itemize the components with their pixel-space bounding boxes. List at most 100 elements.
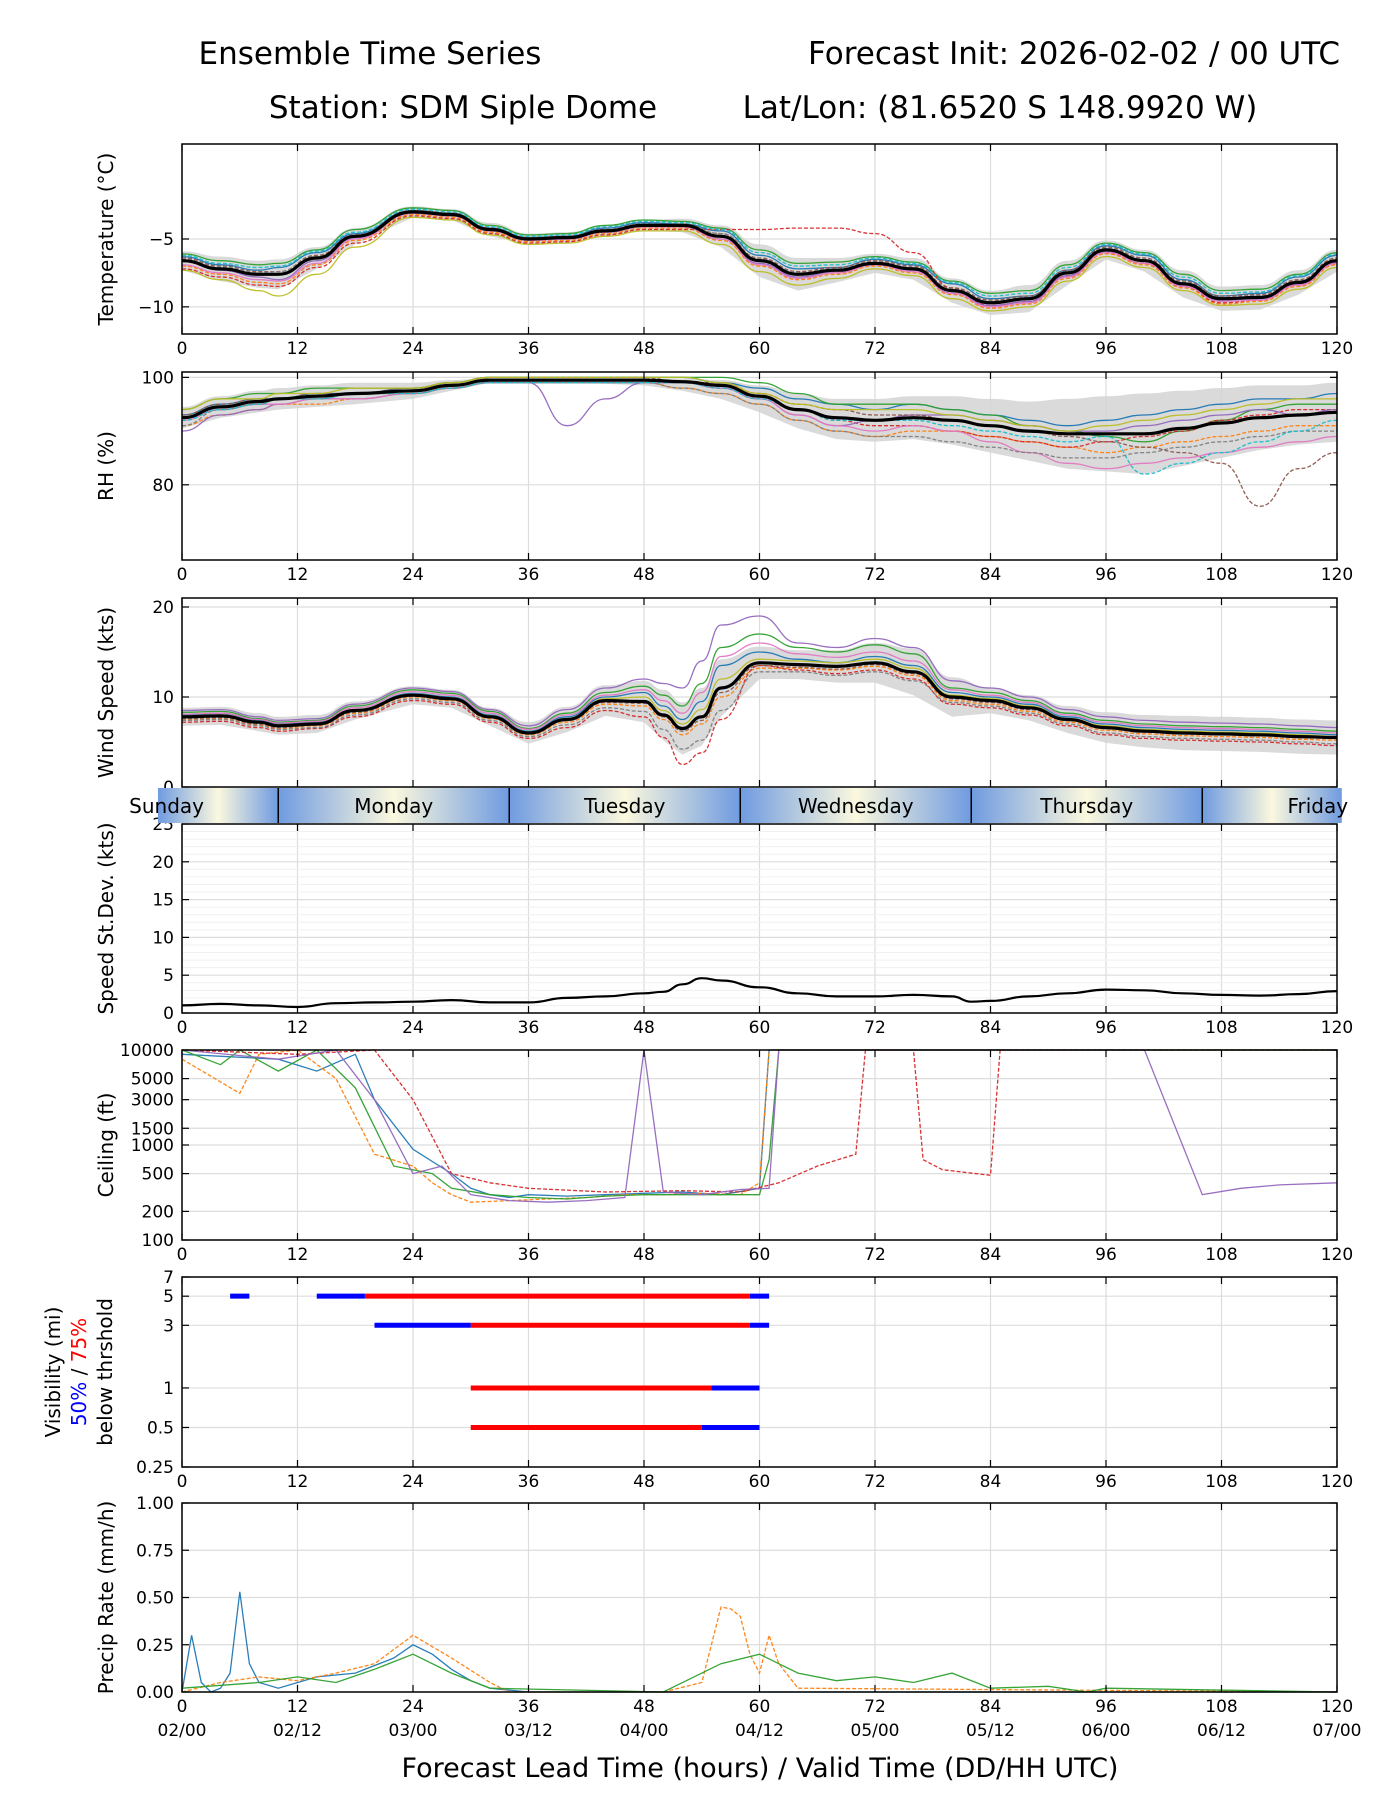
y-tick-label: 7 <box>163 1268 174 1288</box>
y-tick-label: 20 <box>152 598 174 618</box>
day-label: Monday <box>354 794 433 818</box>
x-tick-label: 96 <box>1095 339 1117 359</box>
y-tick-label: 500 <box>142 1165 174 1185</box>
y-tick-label: 3000 <box>131 1091 174 1111</box>
x-tick-label: 36 <box>518 1697 540 1717</box>
day-band-segment <box>1202 788 1342 823</box>
y-tick-label: 10 <box>152 688 174 708</box>
x-tick-label: 0 <box>177 1245 188 1265</box>
member-line <box>181 664 1338 766</box>
member-line <box>181 209 1338 301</box>
day-band-segment <box>971 788 1203 823</box>
threshold-50-label: 50% <box>67 1382 91 1426</box>
day-label: Friday <box>1287 794 1348 818</box>
y-tick-label: 0.50 <box>136 1589 174 1609</box>
x-tick-label: 96 <box>1095 1697 1117 1717</box>
ensemble-mean-line <box>181 378 1338 436</box>
x-tick-label: 96 <box>1095 1472 1117 1492</box>
member-line <box>181 665 1338 741</box>
x-tick-label: 96 <box>1095 1245 1117 1265</box>
panel-visibility: 75 3 1 0.5 0.250 12 24 36 48 60 72 84 96 108 120 Visibi… <box>41 1268 1353 1492</box>
latlon-label: Lat/Lon: (81.6520 S 148.9920 W) <box>743 90 1258 126</box>
x-tick-label: 108 <box>1205 565 1237 585</box>
x-tick-label: 0 <box>177 339 188 359</box>
y-tick-label: 0.25 <box>136 1636 174 1656</box>
x-tick-label: 60 <box>749 1245 771 1265</box>
x-tick-label: 48 <box>633 1018 655 1038</box>
x-tick-label: 60 <box>749 565 771 585</box>
x-tick-label: 72 <box>864 565 886 585</box>
x-tick-label: 12 <box>287 565 309 585</box>
member-line <box>181 208 1338 297</box>
x-tick-label: 72 <box>864 1697 886 1717</box>
x-tick-label: 36 <box>518 339 540 359</box>
y-tick-label: 5 <box>163 966 174 986</box>
x-tick-label: 0 <box>177 565 188 585</box>
x-tick-label: 108 <box>1205 339 1237 359</box>
y-tick-label: 0.00 <box>136 1683 174 1703</box>
member-line <box>181 615 1338 729</box>
valid-time-label: 04/00 <box>620 1721 669 1741</box>
y-tick-label: 5000 <box>131 1070 174 1090</box>
station-label: Station: SDM Siple Dome <box>269 90 657 126</box>
member-line <box>181 207 1338 294</box>
x-tick-label: 84 <box>980 565 1002 585</box>
y-tick-label: 100 <box>142 1231 174 1251</box>
y-tick-label: 80 <box>152 476 174 496</box>
title-right: Forecast Init: 2026-02-02 / 00 UTC <box>808 36 1340 72</box>
y-tick-label: 0.25 <box>136 1458 174 1478</box>
x-tick-label: 24 <box>402 1472 424 1492</box>
x-tick-label: 84 <box>980 339 1002 359</box>
x-tick-label: 12 <box>287 1018 309 1038</box>
day-band-segment <box>157 788 279 823</box>
valid-time-label: 06/12 <box>1197 1721 1246 1741</box>
x-tick-label: 60 <box>749 1018 771 1038</box>
member-line <box>181 212 1338 308</box>
x-tick-label: 36 <box>518 1018 540 1038</box>
member-line <box>181 215 1338 307</box>
day-label: Sunday <box>129 794 204 818</box>
x-tick-label: 84 <box>980 1018 1002 1038</box>
member-line <box>181 671 1338 750</box>
x-tick-label: 36 <box>518 1245 540 1265</box>
y-axis-label: Ceiling (ft) <box>94 1093 118 1198</box>
member-line <box>181 633 1338 732</box>
member-line <box>181 642 1338 734</box>
ensemble-mean-line <box>181 210 1338 305</box>
day-label: Thursday <box>1039 794 1133 818</box>
member-line <box>181 216 1338 312</box>
member-line <box>181 663 1338 740</box>
x-tick-label: 12 <box>287 339 309 359</box>
y-axis-label: Precip Rate (mm/h) <box>94 1501 118 1695</box>
y-axis-label: Temperature (°C) <box>94 153 118 327</box>
x-tick-label: 48 <box>633 1472 655 1492</box>
x-tick-label: 60 <box>749 1472 771 1492</box>
x-tick-label: 12 <box>287 1245 309 1265</box>
y-tick-label: 20 <box>152 853 174 873</box>
day-label: Wednesday <box>798 794 914 818</box>
x-tick-label: 0 <box>177 1697 188 1717</box>
title-left: Ensemble Time Series <box>199 36 542 72</box>
ensemble-mean-line <box>181 661 1338 740</box>
x-tick-label: 120 <box>1321 565 1353 585</box>
y-tick-label: 1 <box>163 1379 174 1399</box>
panel-precip: 1.00 0.75 0.50 0.25 0.000 12 24 36 48 60 72 84 96 108… <box>94 1494 1353 1717</box>
day-band: Sunday Monday Tuesday Wednesday Thursday Frid… <box>129 788 1348 823</box>
valid-time-label: 02/12 <box>273 1721 322 1741</box>
panel-rh: 100 80 0 12 24 36 48 60 72 84 96 108 120 RH (%) <box>94 368 1353 585</box>
x-tick-label: 108 <box>1205 1697 1237 1717</box>
y-tick-label: 1500 <box>131 1119 174 1139</box>
y-axis-label: Visibility (mi) <box>41 1307 65 1438</box>
threshold-sep: / <box>67 1362 91 1381</box>
x-tick-label: 120 <box>1321 1018 1353 1038</box>
x-tick-label: 60 <box>749 1697 771 1717</box>
x-tick-label: 0 <box>177 1018 188 1038</box>
y-tick-label: 0.5 <box>147 1418 174 1438</box>
x-tick-label: 84 <box>980 1245 1002 1265</box>
x-tick-label: 12 <box>287 1472 309 1492</box>
valid-time-label: 04/12 <box>735 1721 784 1741</box>
y-tick-label: 5 <box>163 1287 174 1307</box>
y-tick-label: 15 <box>152 891 174 911</box>
